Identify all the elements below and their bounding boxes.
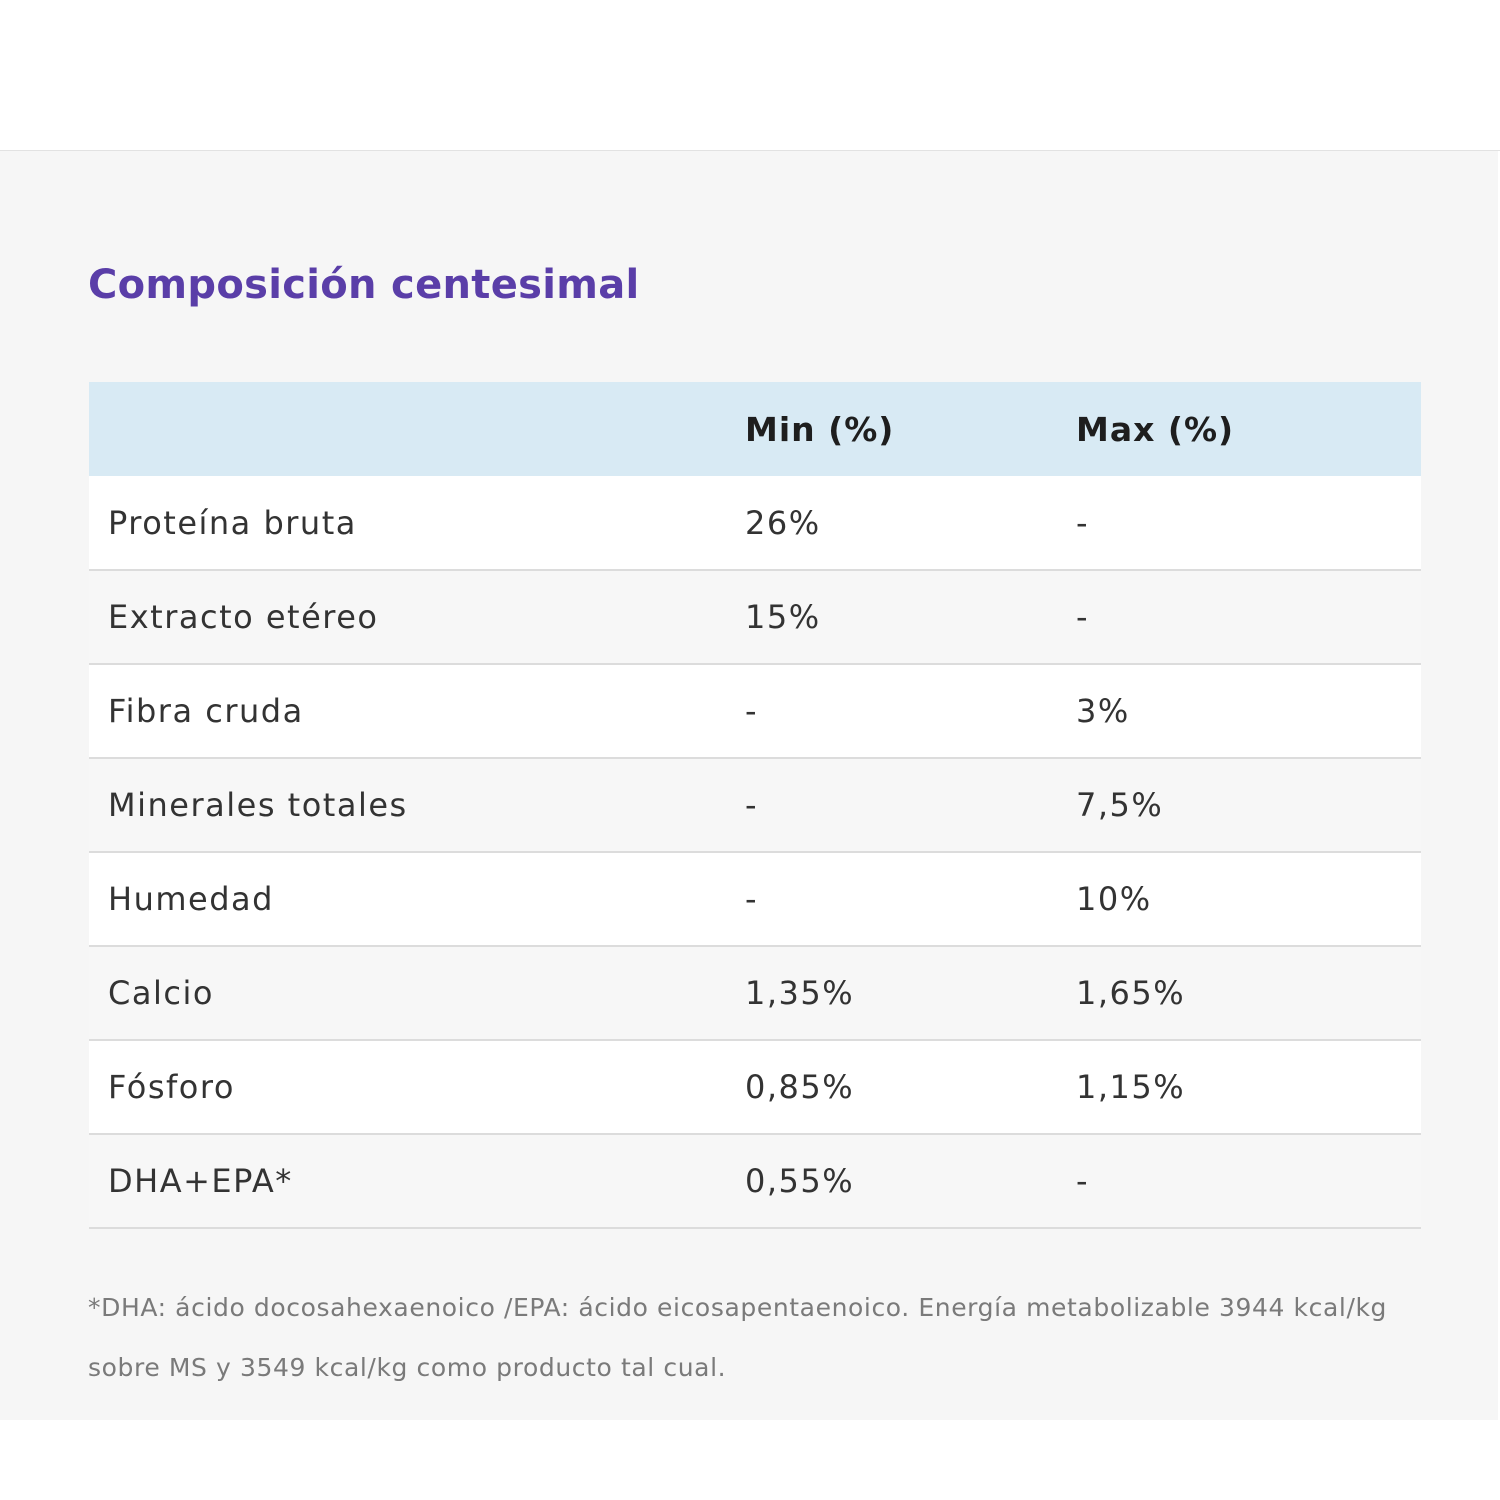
max-value: 1,65% bbox=[1076, 974, 1186, 1012]
nutrient-name: Fibra cruda bbox=[108, 692, 304, 730]
table-row: Fibra cruda - 3% bbox=[89, 664, 1421, 758]
min-value: - bbox=[745, 692, 759, 730]
table-row: Minerales totales - 7,5% bbox=[89, 758, 1421, 852]
table-header-row: Min (%) Max (%) bbox=[89, 382, 1421, 476]
table-row: Extracto etéreo 15% - bbox=[89, 570, 1421, 664]
min-value: - bbox=[745, 880, 759, 918]
nutrient-name: Minerales totales bbox=[108, 786, 408, 824]
min-value: 1,35% bbox=[745, 974, 855, 1012]
nutrient-name: Fósforo bbox=[108, 1068, 235, 1106]
max-value: 10% bbox=[1076, 880, 1152, 918]
header-nutrient bbox=[89, 382, 745, 476]
nutrient-name: Humedad bbox=[108, 880, 274, 918]
table-row: Proteína bruta 26% - bbox=[89, 476, 1421, 570]
footnote: *DHA: ácido docosahexaenoico /EPA: ácido… bbox=[88, 1293, 1388, 1382]
nutrient-name: Proteína bruta bbox=[108, 503, 357, 542]
composition-table: Min (%) Max (%) Proteína bruta 26% - Ext… bbox=[89, 382, 1421, 1229]
max-value: - bbox=[1076, 598, 1090, 636]
max-value: 3% bbox=[1076, 692, 1130, 730]
table-row: Humedad - 10% bbox=[89, 852, 1421, 946]
composition-panel bbox=[0, 151, 1498, 1420]
table-row: DHA+EPA* 0,55% - bbox=[89, 1134, 1421, 1228]
min-value: 26% bbox=[745, 503, 821, 542]
max-value: - bbox=[1076, 1162, 1090, 1200]
nutrient-name: DHA+EPA* bbox=[108, 1162, 293, 1200]
min-value: 0,55% bbox=[745, 1162, 855, 1200]
header-max: Max (%) bbox=[1076, 409, 1235, 449]
min-value: 0,85% bbox=[745, 1068, 855, 1106]
bottom-band bbox=[0, 1420, 1500, 1500]
min-value: - bbox=[745, 786, 759, 824]
table-row: Fósforo 0,85% 1,15% bbox=[89, 1040, 1421, 1134]
min-value: 15% bbox=[745, 598, 821, 636]
top-band bbox=[0, 0, 1500, 151]
max-value: - bbox=[1076, 503, 1090, 542]
nutrient-name: Extracto etéreo bbox=[108, 598, 379, 636]
max-value: 1,15% bbox=[1076, 1068, 1186, 1106]
max-value: 7,5% bbox=[1076, 786, 1164, 824]
table-row: Calcio 1,35% 1,65% bbox=[89, 946, 1421, 1040]
section-title: Composición centesimal bbox=[88, 262, 640, 308]
nutrient-name: Calcio bbox=[108, 974, 214, 1012]
header-min: Min (%) bbox=[745, 409, 895, 449]
